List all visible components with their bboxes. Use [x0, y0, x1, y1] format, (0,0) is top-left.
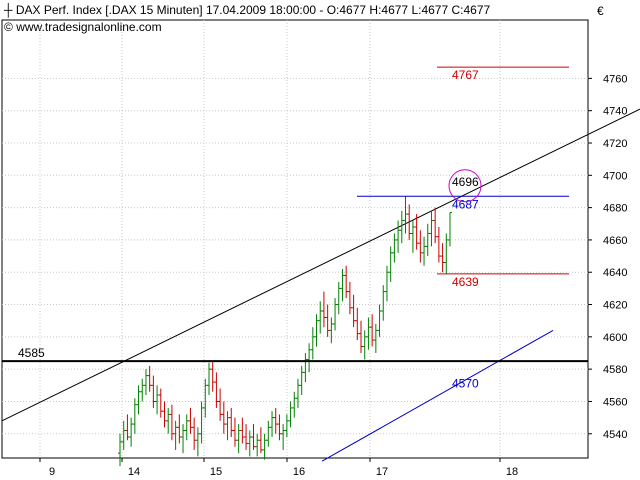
marker-label: 4696: [452, 175, 479, 189]
y-tick-label: 4620: [603, 300, 627, 312]
chart-title: DAX Perf. Index [.DAX 15 Minuten] 17.04.…: [15, 3, 491, 17]
y-tick-label: 4740: [603, 106, 627, 118]
upper-trendline: [1, 108, 640, 422]
support-line-label: 4585: [18, 346, 45, 360]
y-tick-label: 4640: [603, 267, 627, 279]
x-tick-label: 14: [128, 466, 140, 478]
y-tick-label: 4600: [603, 332, 627, 344]
low-line-label: 4639: [452, 275, 479, 289]
x-tick-label: 16: [293, 466, 305, 478]
lower-channel-line-label: 4570: [452, 377, 479, 391]
copyright-icon: ©: [4, 20, 13, 34]
x-tick-label: 17: [376, 466, 388, 478]
resistance-line-label: 4767: [452, 68, 479, 82]
y-tick-label: 4700: [603, 170, 627, 182]
currency-label: €: [597, 4, 604, 18]
y-tick-label: 4760: [603, 73, 627, 85]
chart-title-row: ┼ DAX Perf. Index [.DAX 15 Minuten] 17.0…: [4, 3, 490, 17]
y-tick-label: 4660: [603, 235, 627, 247]
x-tick-label: 18: [506, 466, 518, 478]
source-url[interactable]: www.tradesignalonline.com: [16, 20, 162, 34]
marker-circle: [448, 169, 482, 203]
source-row: © www.tradesignalonline.com: [4, 20, 162, 34]
x-tick-label: 15: [210, 466, 222, 478]
x-tick-label: 9: [49, 466, 55, 478]
y-tick-label: 4540: [603, 429, 627, 441]
y-tick-label: 4680: [603, 203, 627, 215]
y-tick-label: 4560: [603, 396, 627, 408]
y-tick-label: 4720: [603, 138, 627, 150]
plot-frame: [1, 19, 589, 459]
lower-channel-line: [321, 329, 554, 462]
instrument-icon: ┼: [4, 3, 13, 17]
y-tick-label: 4580: [603, 364, 627, 376]
